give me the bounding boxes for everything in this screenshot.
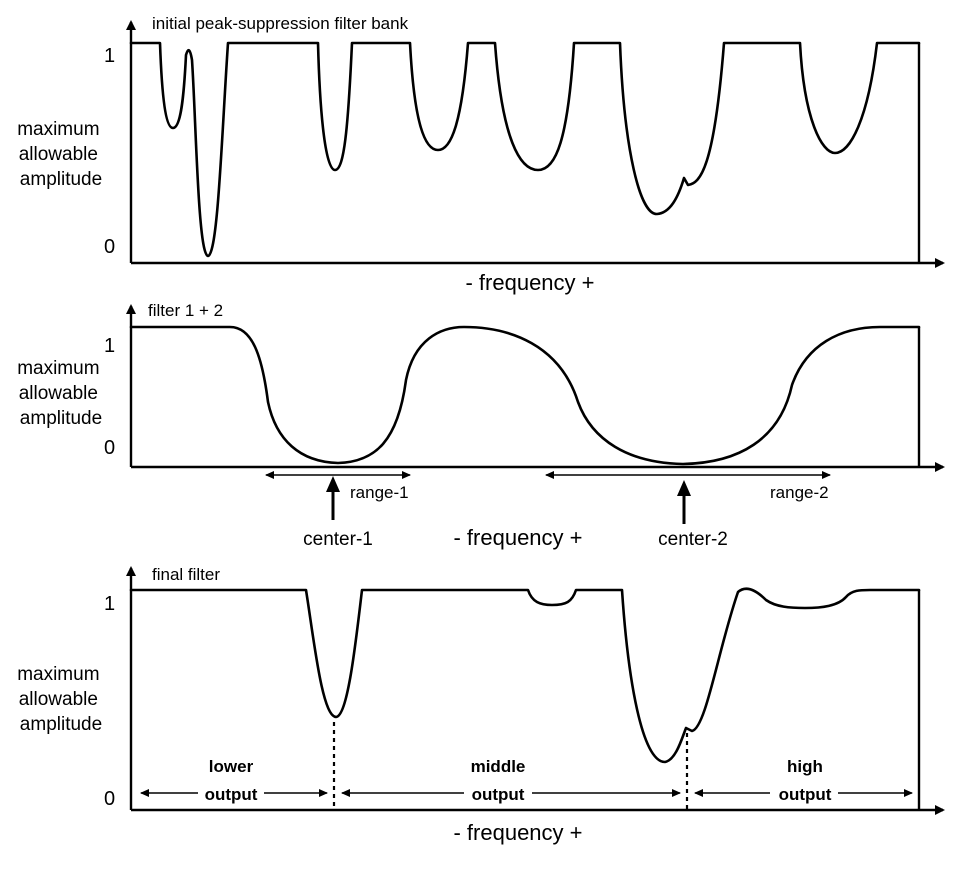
center-2-arrowhead — [677, 480, 691, 496]
y-tick-1: 1 — [104, 335, 115, 357]
x-axis-label: - frequency + — [465, 270, 594, 295]
lower-band-label-line2: output — [205, 785, 258, 804]
high-band-label-line1: high — [787, 757, 823, 776]
lower-label-bg — [198, 782, 264, 804]
center-1-label: center-1 — [303, 529, 373, 550]
lower-band-label-line1: lower — [209, 757, 254, 776]
middle-label-bg — [464, 782, 532, 804]
x-axis-label: - frequency + — [453, 820, 582, 845]
middle-band-label-line2: output — [472, 785, 525, 804]
panel-final-filter: final filter 1 0 maximum allowable ampli… — [17, 565, 945, 845]
panel-title: initial peak-suppression filter bank — [152, 14, 409, 33]
y-tick-0: 0 — [104, 788, 115, 810]
filter-1-2-curve — [129, 325, 921, 466]
y-axis-label: maximum allowable amplitude — [17, 664, 105, 735]
final-filter-curve — [129, 587, 921, 764]
x-axis-label: - frequency + — [453, 525, 582, 550]
panel-title: final filter — [152, 565, 220, 584]
y-tick-1: 1 — [104, 593, 115, 615]
range-2-label: range-2 — [770, 483, 829, 502]
high-band-label-line2: output — [779, 785, 832, 804]
filter-bank-curve — [129, 41, 921, 258]
panel-filter-1-2: filter 1 + 2 1 0 maximum allowable ampli… — [17, 301, 945, 550]
y-axis-label: maximum allowable amplitude — [17, 119, 105, 190]
center-2-label: center-2 — [658, 529, 728, 550]
middle-band-label-line1: middle — [471, 757, 526, 776]
range-1-label: range-1 — [350, 483, 409, 502]
center-1-arrowhead — [326, 476, 340, 492]
panel-title: filter 1 + 2 — [148, 301, 223, 320]
y-axis-label: maximum allowable amplitude — [17, 358, 105, 429]
panel-initial-filter-bank: initial peak-suppression filter bank 1 0… — [17, 14, 945, 295]
high-label-bg — [770, 782, 838, 804]
y-tick-0: 0 — [104, 236, 115, 258]
y-tick-1: 1 — [104, 45, 115, 67]
y-tick-0: 0 — [104, 437, 115, 459]
